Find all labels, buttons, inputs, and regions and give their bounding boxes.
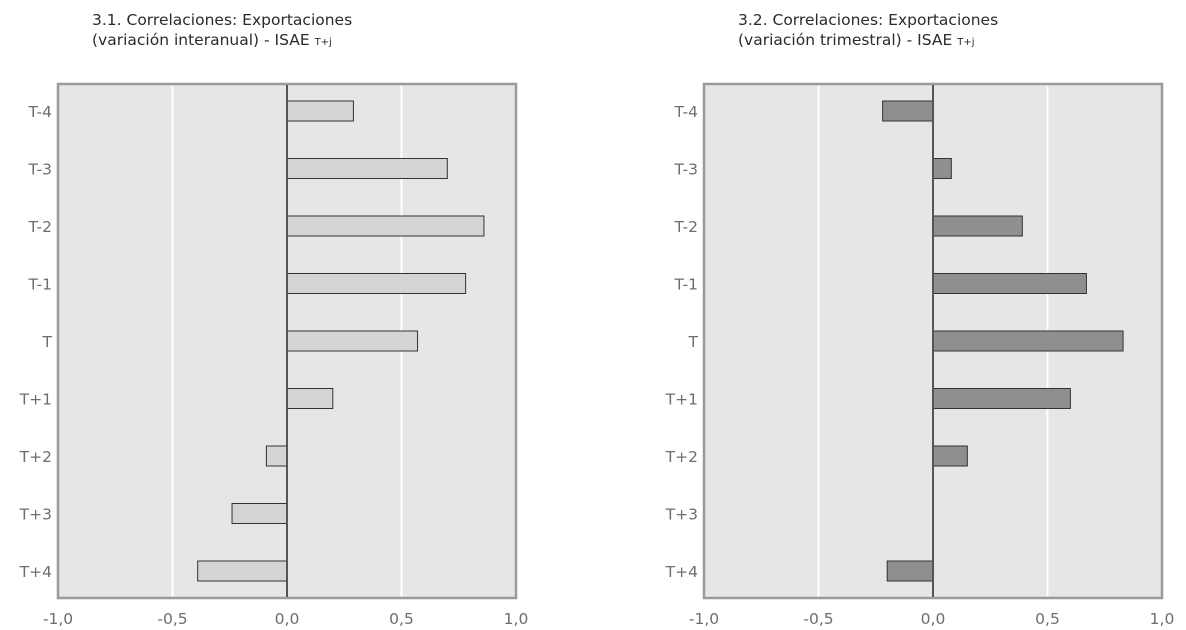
chart-2-category-label: T bbox=[688, 333, 699, 351]
chart-2-title-line1: 3.2. Correlaciones: Exportaciones bbox=[738, 11, 999, 29]
chart-1-category-label: T-1 bbox=[28, 276, 53, 294]
chart-1-bar-T-4 bbox=[286, 100, 354, 122]
chart-2-bar-T+4 bbox=[886, 560, 934, 582]
chart-1-title-subscript: T+j bbox=[314, 37, 332, 48]
chart-1-bar-T bbox=[286, 330, 419, 352]
chart-1-category-label: T bbox=[42, 333, 53, 351]
chart-1-bar-T-2 bbox=[286, 215, 485, 237]
chart-2-category-label: T-1 bbox=[674, 276, 699, 294]
chart-1-x-tick-label: 0,0 bbox=[275, 610, 300, 628]
chart-2-category-label: T+4 bbox=[665, 563, 698, 581]
chart-2-title-line2-wrap: (variación trimestral) - ISAE T+j bbox=[738, 30, 998, 53]
chart-1-x-tick-label: -1,0 bbox=[43, 610, 73, 628]
chart-2-bar-T-4 bbox=[882, 100, 934, 122]
chart-1-title-line1: 3.1. Correlaciones: Exportaciones bbox=[92, 11, 353, 29]
chart-2-bar-T-2 bbox=[932, 215, 1023, 237]
chart-2-x-tick-label: -0,5 bbox=[803, 610, 833, 628]
chart-1-title-line2-wrap: (variación interanual) - ISAE T+j bbox=[92, 30, 352, 53]
chart-1-title: 3.1. Correlaciones: Exportaciones (varia… bbox=[92, 10, 352, 53]
chart-2-category-label: T+1 bbox=[665, 391, 698, 409]
chart-2-bar-T+1 bbox=[932, 388, 1071, 409]
chart-2-x-tick-label: 1,0 bbox=[1150, 610, 1175, 628]
chart-1-x-tick-label: 1,0 bbox=[504, 610, 529, 628]
chart-2-title-line2: (variación trimestral) - ISAE bbox=[738, 31, 953, 49]
chart-2-category-label: T+3 bbox=[665, 506, 698, 524]
chart-2-x-tick-label: -1,0 bbox=[689, 610, 719, 628]
chart-2-bar-T-3 bbox=[932, 158, 952, 179]
chart-2-bar-T-1 bbox=[932, 273, 1087, 294]
chart-2-category-label: T-4 bbox=[674, 103, 699, 121]
chart-2-bar-T+2 bbox=[932, 445, 968, 467]
chart-1-category-label: T+1 bbox=[19, 391, 52, 409]
chart-2-category-label: T-3 bbox=[674, 161, 699, 179]
chart-1-x-tick-label: -0,5 bbox=[157, 610, 187, 628]
chart-1-category-label: T+2 bbox=[19, 448, 52, 466]
chart-1-x-tick-label: 0,5 bbox=[389, 610, 414, 628]
chart-1-bar-T+3 bbox=[231, 503, 288, 524]
chart-1-bar-T+1 bbox=[286, 388, 334, 409]
chart-2-bar-T bbox=[932, 330, 1124, 352]
chart-1-bar-T+4 bbox=[197, 560, 288, 582]
chart-1-category-label: T-3 bbox=[28, 161, 53, 179]
chart-2-title: 3.2. Correlaciones: Exportaciones (varia… bbox=[738, 10, 998, 53]
chart-1-category-label: T-2 bbox=[28, 218, 53, 236]
chart-1-title-line2: (variación interanual) - ISAE bbox=[92, 31, 310, 49]
chart-1-category-label: T+3 bbox=[19, 506, 52, 524]
chart-2-x-tick-label: 0,5 bbox=[1035, 610, 1060, 628]
chart-2-x-tick-label: 0,0 bbox=[921, 610, 946, 628]
chart-2-category-label: T-2 bbox=[674, 218, 699, 236]
chart-1-category-label: T+4 bbox=[19, 563, 52, 581]
chart-1-category-label: T-4 bbox=[28, 103, 53, 121]
chart-1-bar-T-1 bbox=[286, 273, 467, 294]
chart-1-bar-T-3 bbox=[286, 158, 448, 179]
chart-1-bar-T+2 bbox=[265, 445, 288, 467]
chart-2-title-subscript: T+j bbox=[957, 37, 975, 48]
chart-2-category-label: T+2 bbox=[665, 448, 698, 466]
